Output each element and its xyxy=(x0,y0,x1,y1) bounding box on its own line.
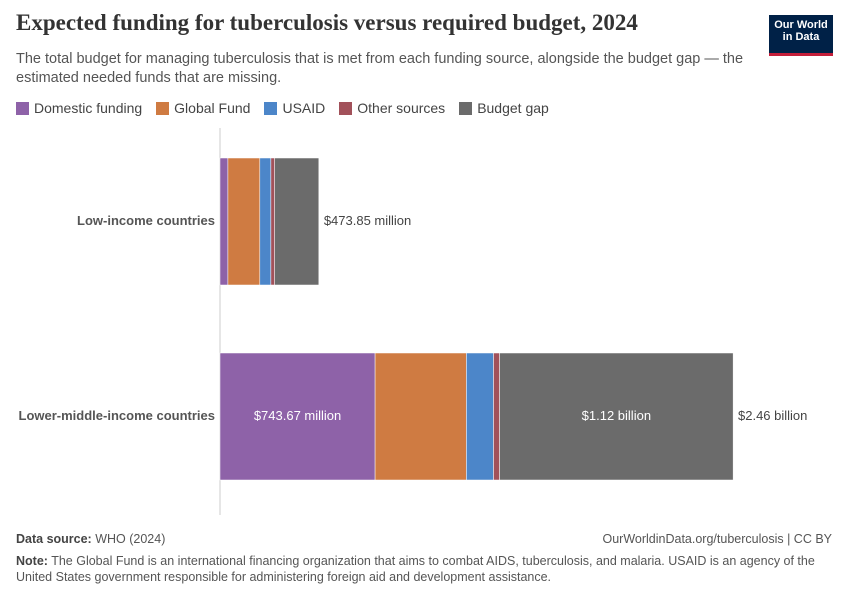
legend-swatch xyxy=(264,101,278,115)
legend-swatch xyxy=(459,101,473,115)
category-label: Lower-middle-income countries xyxy=(19,408,215,423)
legend-label: USAID xyxy=(282,100,326,116)
legend-item[interactable]: Global Fund xyxy=(156,100,250,116)
bar-segment xyxy=(493,352,500,481)
bar-segment xyxy=(374,352,467,481)
legend-swatch xyxy=(339,101,353,115)
bar-segment xyxy=(466,352,494,481)
bar-segment xyxy=(219,352,376,481)
chart-title: Expected funding for tuberculosis versus… xyxy=(16,10,638,35)
category-label: Low-income countries xyxy=(77,213,215,228)
note-label: Note: xyxy=(16,554,48,568)
value-label: $1.12 billion xyxy=(582,408,651,423)
bar-segment xyxy=(227,157,261,286)
legend-label: Global Fund xyxy=(174,100,251,116)
url[interactable]: OurWorldinData.org/tuberculosis | CC BY xyxy=(602,532,833,546)
total-label: $2.46 billion xyxy=(738,408,807,423)
legend-item[interactable]: Domestic funding xyxy=(16,100,142,116)
bar-segment xyxy=(259,157,272,286)
legend: Domestic funding Global Fund USAID Other so… xyxy=(16,100,549,116)
legend-item[interactable]: Budget gap xyxy=(459,100,549,116)
value-label: $743.67 million xyxy=(254,408,341,423)
note: Note: The Global Fund is an internationa… xyxy=(16,553,816,585)
legend-swatch xyxy=(16,101,29,115)
source: Data source: WHO (2024) xyxy=(16,532,165,546)
legend-item[interactable]: USAID xyxy=(264,100,325,116)
bar-segment xyxy=(219,157,229,286)
legend-swatch xyxy=(156,101,170,115)
bar-segment xyxy=(270,157,275,286)
legend-label: Domestic funding xyxy=(34,100,143,116)
bar-segment xyxy=(274,157,320,286)
source-text: WHO (2024) xyxy=(95,532,166,546)
note-text: The Global Fund is an international fina… xyxy=(16,554,815,584)
chart-subtitle: The total budget for managing tuberculos… xyxy=(16,51,744,86)
legend-item[interactable]: Other sources xyxy=(339,100,445,116)
legend-label: Other sources xyxy=(357,100,446,116)
bar-segment xyxy=(499,352,734,481)
total-label: $473.85 million xyxy=(324,213,411,228)
legend-label: Budget gap xyxy=(477,100,549,116)
source-label: Data source: xyxy=(16,532,92,546)
logo[interactable]: Our World in Data xyxy=(769,15,833,56)
